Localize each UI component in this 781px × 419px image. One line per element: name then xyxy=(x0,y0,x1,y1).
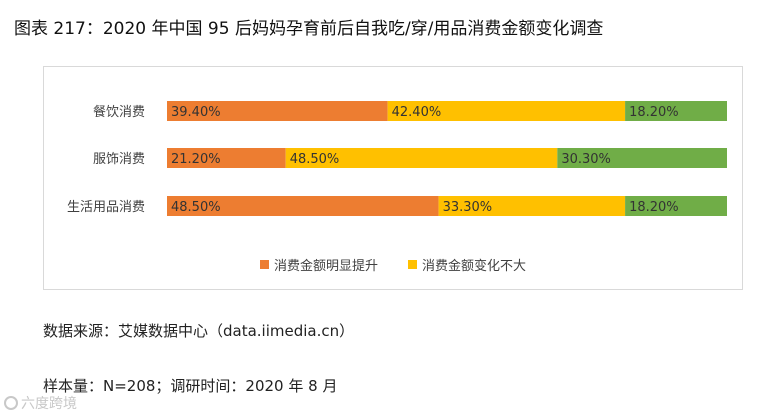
bar-segment-daily-goods-unchanged xyxy=(438,196,626,216)
figure-title: 图表 217：2020 年中国 95 后妈妈孕育前后自我吃/穿/用品消费金额变化… xyxy=(14,19,604,39)
watermark-text: 六度跨境 xyxy=(21,396,77,412)
bar-segment-daily-goods-increase xyxy=(167,196,439,216)
legend-label-increase: 消费金额明显提升 xyxy=(273,259,378,274)
bar-segment-catering-increase xyxy=(167,101,388,121)
data-label-catering-increase: 39.40% xyxy=(171,105,221,120)
data-label-catering-unchanged: 42.40% xyxy=(392,105,442,120)
legend-swatch-unchanged xyxy=(408,260,417,269)
category-label-catering: 餐饮消费 xyxy=(93,104,145,120)
legend-item-unchanged: 消费金额变化不大 xyxy=(408,255,526,274)
category-label-daily-goods: 生活用品消费 xyxy=(67,200,145,215)
category-label-apparel: 服饰消费 xyxy=(93,152,145,167)
bar-segment-apparel-increase xyxy=(167,148,286,168)
legend-swatch-increase xyxy=(259,260,269,269)
legend-label-unchanged: 消费金额变化不大 xyxy=(422,259,527,274)
bar-segment-apparel-other xyxy=(557,148,727,168)
data-label-apparel-increase: 21.20% xyxy=(171,152,221,167)
bar-segment-catering-other xyxy=(625,101,727,121)
bar-segment-catering-unchanged xyxy=(387,101,626,121)
chart-legend: 消费金额明显提升 消费金额变化不大 xyxy=(44,255,742,274)
stacked-bar-chart: 餐饮消费 39.40% 42.40% 18.20% 服饰消费 21.20% 48.50% 30… xyxy=(67,101,727,216)
watermark: 六度跨境 xyxy=(4,393,77,413)
data-label-catering-other: 18.20% xyxy=(629,105,679,120)
watermark-logo-icon xyxy=(4,396,18,410)
data-label-apparel-other: 30.30% xyxy=(561,152,611,167)
sample-size-note: 样本量：N=208；调研时间：2020 年 8 月 xyxy=(43,377,338,395)
data-source-note: 数据来源：艾媒数据中心（data.iimedia.cn） xyxy=(43,322,355,340)
data-label-apparel-unchanged: 48.50% xyxy=(290,152,340,167)
chart-area: 餐饮消费 39.40% 42.40% 18.20% 服饰消费 21.20% 48.50% 30… xyxy=(43,66,743,290)
bar-segment-daily-goods-other xyxy=(625,196,727,216)
bar-segment-apparel-unchanged xyxy=(285,148,558,168)
legend-item-increase: 消费金额明显提升 xyxy=(259,255,378,274)
data-label-daily-goods-other: 18.20% xyxy=(629,200,679,215)
data-label-daily-goods-unchanged: 33.30% xyxy=(443,200,493,215)
data-label-daily-goods-increase: 48.50% xyxy=(171,200,221,215)
